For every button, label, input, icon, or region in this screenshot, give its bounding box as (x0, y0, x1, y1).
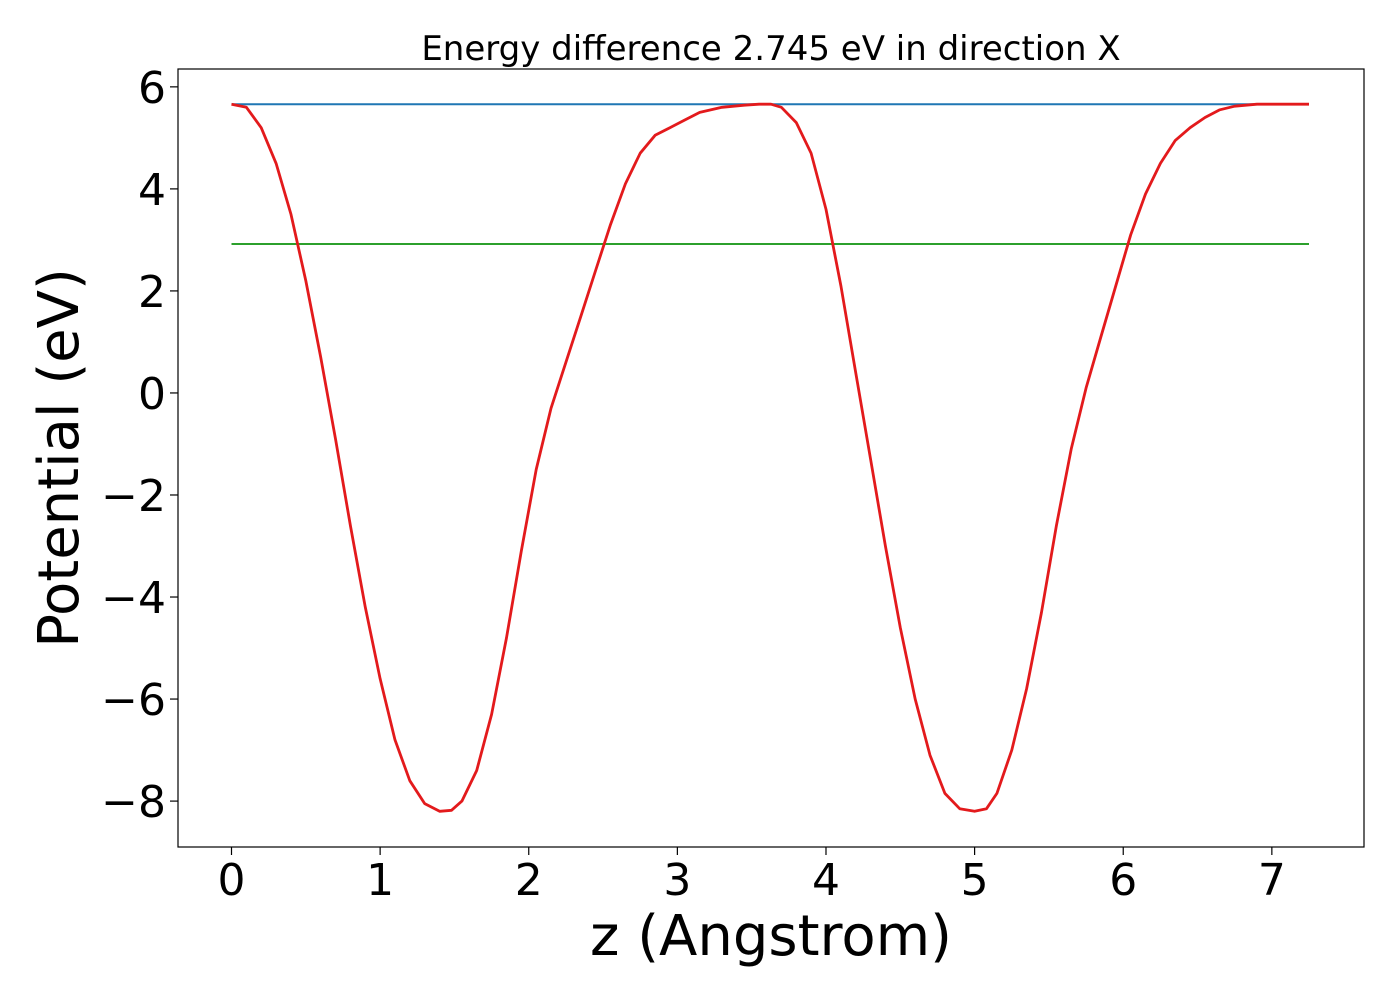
y-tick-label: 6 (138, 63, 166, 114)
x-tick-label: 2 (515, 855, 543, 906)
chart-title: Energy difference 2.745 eV in direction … (421, 29, 1120, 69)
x-tick-label: 7 (1258, 855, 1286, 906)
x-axis: 0 1 2 3 4 5 6 7 (218, 847, 1286, 906)
series-line-3 (231, 102, 1309, 813)
plot-frame (177, 68, 1365, 848)
y-tick-label: −8 (101, 777, 166, 828)
y-tick-label: 0 (138, 369, 166, 420)
y-tick-label: 4 (138, 165, 166, 216)
y-tick-label: 2 (138, 267, 166, 318)
y-axis: 6 4 2 0 −2 −4 −6 −8 (101, 63, 178, 828)
x-tick-label: 1 (366, 855, 394, 906)
x-tick-label: 5 (961, 855, 989, 906)
x-tick-label: 4 (812, 855, 840, 906)
y-tick-label: −6 (101, 675, 166, 726)
y-tick-label: −2 (101, 471, 166, 522)
y-axis-label: Potential (eV) (27, 268, 92, 648)
x-axis-label: z (Angstrom) (590, 904, 952, 969)
x-tick-label: 3 (663, 855, 691, 906)
y-tick-label: −4 (101, 573, 166, 624)
x-tick-label: 0 (218, 855, 246, 906)
x-tick-label: 6 (1109, 855, 1137, 906)
plot-lines (231, 102, 1309, 813)
